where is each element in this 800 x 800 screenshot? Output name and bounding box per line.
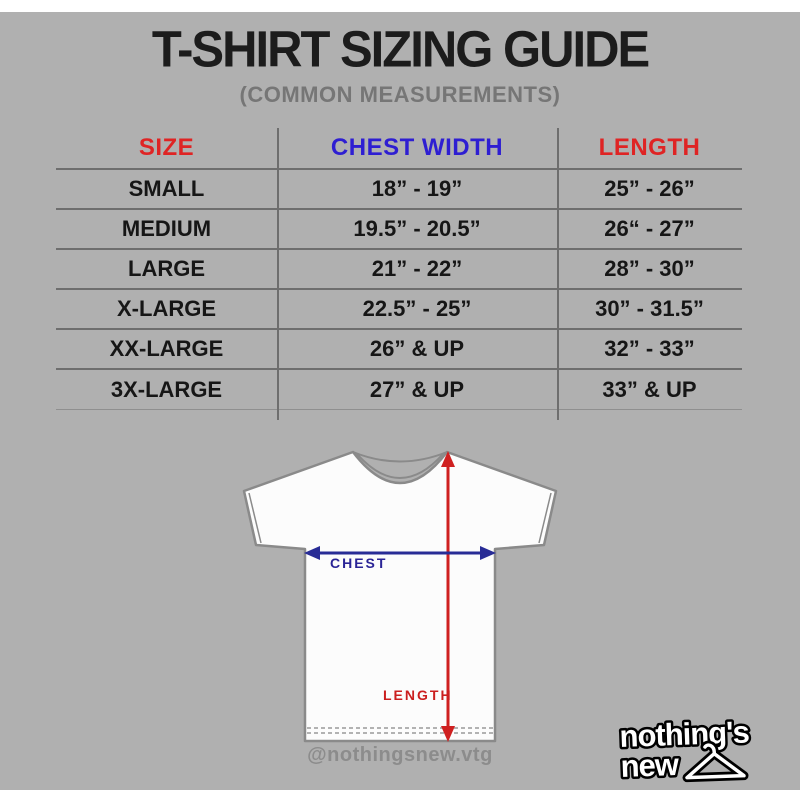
length-label: LENGTH <box>383 687 453 703</box>
cell-chest: 21” - 22” <box>371 256 463 281</box>
table-row-medium: MEDIUM 19.5” - 20.5” 26“ - 27” <box>56 210 742 250</box>
tshirt-diagram <box>200 438 600 758</box>
cell-chest: 18” - 19” <box>371 176 463 201</box>
cell-length: 32” - 33” <box>604 336 695 361</box>
cell-length: 28” - 30” <box>604 256 695 281</box>
tshirt-illustration <box>242 450 558 743</box>
logo-line2: new <box>620 747 680 784</box>
brand-logo: nothing's new <box>610 708 800 788</box>
column-header-size: SIZE <box>138 134 195 161</box>
length-arrow <box>441 451 455 742</box>
cell-size: SMALL <box>128 176 205 201</box>
tshirt-body <box>242 450 558 743</box>
cell-chest: 19.5” - 20.5” <box>353 216 481 241</box>
table-row-large: LARGE 21” - 22” 28” - 30” <box>56 250 742 290</box>
cell-size: LARGE <box>128 256 205 281</box>
collar-rim <box>356 453 444 479</box>
brand-logo-svg: nothing's new <box>616 712 751 786</box>
table-divider-right <box>557 128 559 420</box>
cell-size: MEDIUM <box>121 216 212 241</box>
cell-chest: 27” & UP <box>369 376 465 402</box>
cell-length: 26“ - 27” <box>604 216 695 241</box>
table-row-3x-large: 3X-LARGE 27” & UP 33” & UP <box>56 370 742 410</box>
cell-size: X-LARGE <box>117 296 216 321</box>
cell-length: 25” - 26” <box>604 176 695 201</box>
page-subtitle: (COMMON MEASUREMENTS) <box>239 82 561 107</box>
table-row-xx-large: XX-LARGE 26” & UP 32” - 33” <box>56 330 742 370</box>
table-row-small: SMALL 18” - 19” 25” - 26” <box>56 170 742 210</box>
logo-line1: nothing's <box>619 714 749 753</box>
column-header-chest-width: CHEST WIDTH <box>330 134 504 161</box>
chest-label: CHEST <box>330 555 388 571</box>
column-header-length: LENGTH <box>598 134 701 161</box>
table-row-x-large: X-LARGE 22.5” - 25” 30” - 31.5” <box>56 290 742 330</box>
hanger-icon <box>682 740 749 783</box>
page-title: T-SHIRT SIZING GUIDE <box>151 21 650 79</box>
sizing-table: SIZE CHEST WIDTH LENGTH SMALL 18” - 19” … <box>56 128 742 420</box>
chest-width-arrow <box>304 546 496 560</box>
cell-length: 33” & UP <box>602 376 697 402</box>
cell-chest: 22.5” - 25” <box>362 296 472 321</box>
cell-length: 30” - 31.5” <box>595 296 704 321</box>
right-cuff-seam <box>538 492 552 544</box>
cell-size: 3X-LARGE <box>110 376 223 402</box>
social-handle: @nothingsnew.vtg <box>307 744 493 766</box>
collar-back <box>352 451 448 463</box>
table-header-row: SIZE CHEST WIDTH LENGTH <box>56 128 742 170</box>
cell-size: XX-LARGE <box>109 336 224 361</box>
left-cuff-seam <box>248 492 262 544</box>
cell-chest: 26” & UP <box>369 336 465 361</box>
table-divider-left <box>277 128 279 420</box>
